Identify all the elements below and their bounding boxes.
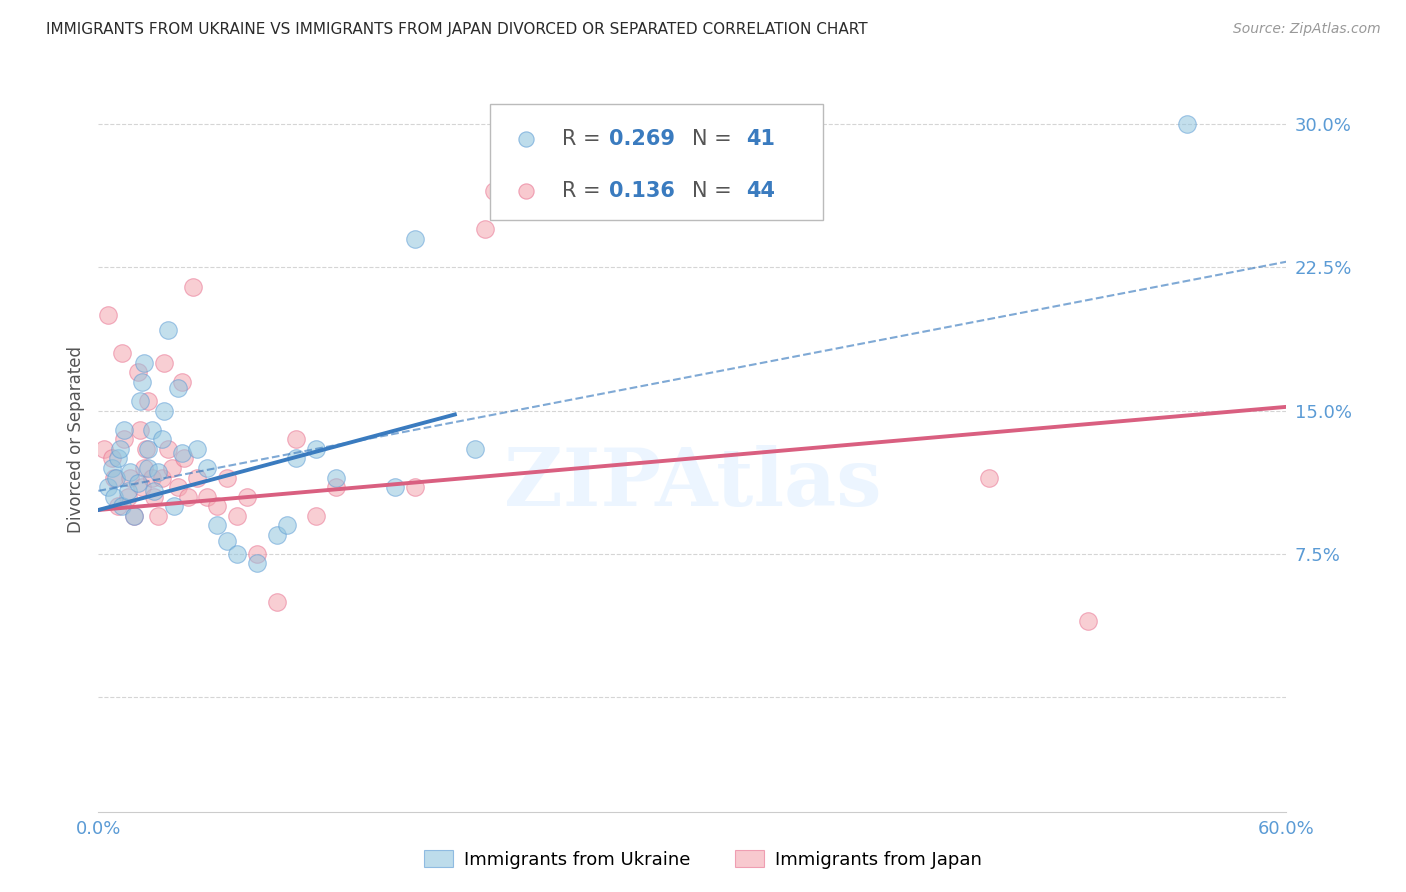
Point: [325, 480, 347, 494]
Y-axis label: Divorced or Separated: Divorced or Separated: [66, 346, 84, 533]
Point: [325, 470, 347, 484]
Text: ZIPAtlas: ZIPAtlas: [503, 445, 882, 523]
Point: [156, 323, 179, 337]
Point: [131, 375, 153, 389]
Text: R =: R =: [562, 129, 607, 149]
Point: [276, 518, 298, 533]
Point: [464, 442, 486, 456]
Text: Source: ZipAtlas.com: Source: ZipAtlas.com: [1233, 22, 1381, 37]
Point: [152, 403, 174, 417]
Point: [163, 499, 186, 513]
Point: [170, 445, 193, 459]
Point: [103, 470, 125, 484]
Point: [150, 470, 173, 484]
Text: 41: 41: [747, 129, 775, 149]
Point: [226, 508, 249, 523]
Point: [136, 394, 159, 409]
Point: [183, 279, 205, 293]
Legend: Immigrants from Ukraine, Immigrants from Japan: Immigrants from Ukraine, Immigrants from…: [416, 843, 990, 876]
Point: [176, 490, 198, 504]
Point: [136, 461, 159, 475]
Point: [305, 508, 328, 523]
Point: [404, 232, 426, 246]
Point: [105, 470, 128, 484]
Point: [101, 451, 124, 466]
Point: [246, 557, 269, 571]
Point: [205, 518, 228, 533]
Point: [127, 366, 149, 380]
Point: [226, 547, 249, 561]
Point: [131, 480, 153, 494]
Point: [141, 423, 163, 437]
Point: [484, 184, 506, 198]
FancyBboxPatch shape: [491, 104, 823, 219]
Point: [117, 483, 139, 498]
Point: [136, 442, 159, 456]
Point: [107, 451, 129, 466]
Point: [103, 490, 125, 504]
Point: [1177, 117, 1199, 131]
Point: [170, 375, 193, 389]
Point: [404, 480, 426, 494]
Point: [266, 528, 288, 542]
Point: [112, 433, 135, 447]
Text: 44: 44: [747, 181, 775, 202]
Point: [93, 442, 115, 456]
Point: [129, 423, 152, 437]
Point: [141, 470, 163, 484]
Point: [129, 394, 152, 409]
Point: [152, 356, 174, 370]
Point: [236, 490, 259, 504]
Point: [120, 470, 142, 484]
Point: [146, 508, 169, 523]
Point: [384, 480, 406, 494]
Point: [117, 490, 139, 504]
Point: [305, 442, 328, 456]
Point: [186, 442, 208, 456]
Point: [246, 547, 269, 561]
Text: N =: N =: [692, 181, 738, 202]
Point: [266, 594, 288, 608]
Text: N =: N =: [692, 129, 738, 149]
Point: [132, 356, 155, 370]
Text: 0.136: 0.136: [609, 181, 675, 202]
Point: [474, 222, 496, 236]
Point: [107, 499, 129, 513]
Point: [285, 451, 308, 466]
Point: [156, 442, 179, 456]
Point: [120, 465, 142, 479]
Point: [195, 490, 218, 504]
Point: [150, 433, 173, 447]
Point: [111, 346, 134, 360]
Point: [97, 308, 120, 322]
Point: [186, 470, 208, 484]
Point: [127, 476, 149, 491]
Point: [1077, 614, 1099, 628]
Point: [142, 490, 165, 504]
Point: [979, 470, 1001, 484]
Point: [205, 499, 228, 513]
Text: 0.269: 0.269: [609, 129, 675, 149]
Point: [97, 480, 120, 494]
Text: IMMIGRANTS FROM UKRAINE VS IMMIGRANTS FROM JAPAN DIVORCED OR SEPARATED CORRELATI: IMMIGRANTS FROM UKRAINE VS IMMIGRANTS FR…: [46, 22, 868, 37]
Point: [166, 480, 188, 494]
Point: [195, 461, 218, 475]
Point: [285, 433, 308, 447]
Point: [108, 442, 131, 456]
Point: [112, 423, 135, 437]
Text: R =: R =: [562, 181, 607, 202]
Point: [111, 499, 134, 513]
Point: [142, 483, 165, 498]
Point: [122, 508, 145, 523]
Point: [132, 461, 155, 475]
Point: [217, 533, 239, 548]
Point: [160, 461, 183, 475]
Point: [135, 442, 157, 456]
Point: [217, 470, 239, 484]
Point: [173, 451, 195, 466]
Point: [122, 508, 145, 523]
Point: [101, 461, 124, 475]
Point: [166, 381, 188, 395]
Point: [146, 465, 169, 479]
